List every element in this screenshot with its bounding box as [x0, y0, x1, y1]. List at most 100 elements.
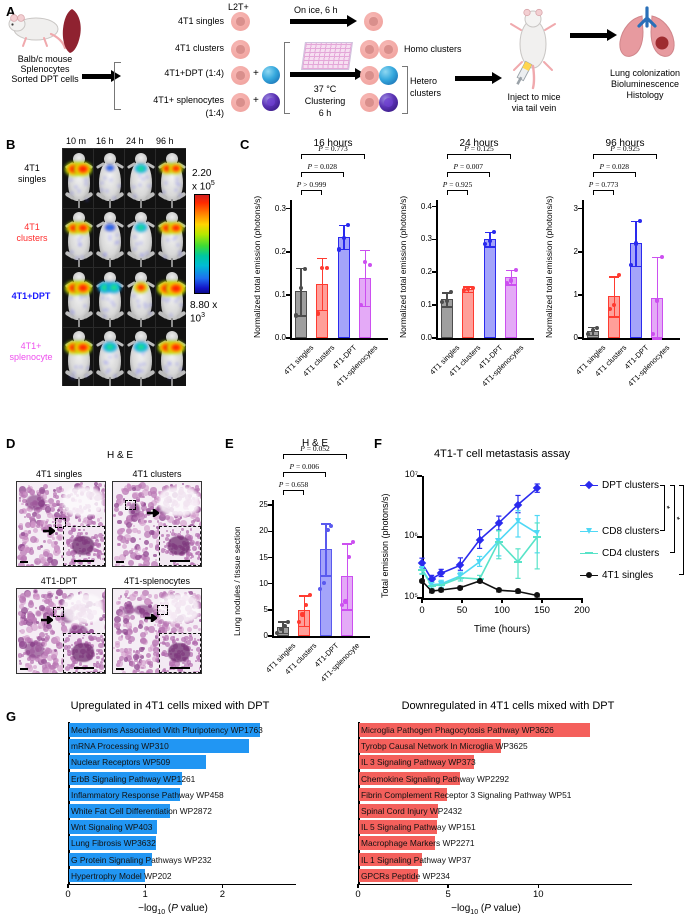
p-value-bracket — [283, 490, 305, 495]
inset-texture — [83, 635, 85, 637]
tissue-texture — [102, 614, 106, 618]
tissue-texture — [140, 638, 147, 645]
cell-output-homo-a — [360, 40, 379, 59]
tissue-texture — [128, 560, 134, 566]
data-point — [308, 593, 312, 597]
data-point — [368, 263, 372, 267]
tissue-texture — [145, 599, 151, 605]
panel-d-image-label-2: 4T1-DPT — [14, 576, 104, 586]
biolum-mouse-cell — [124, 267, 157, 329]
colorbar-min-exponent: 103 — [190, 312, 205, 325]
biolum-speckle — [177, 244, 179, 246]
data-point — [342, 236, 346, 240]
cell-splenocyte-input — [262, 93, 280, 111]
inset-texture — [200, 634, 201, 637]
data-point-marker — [496, 587, 502, 593]
error-bar-stem — [300, 268, 302, 315]
biolum-speckle — [137, 300, 139, 302]
tissue-texture — [200, 493, 202, 500]
cell-4t1-dpt-input — [231, 66, 250, 85]
tissue-texture — [146, 627, 149, 630]
tissue-texture — [182, 483, 184, 485]
tissue-texture — [144, 485, 149, 490]
pathway-label: White Fat Cell Differentiation WP2872 — [71, 805, 212, 818]
y-tick — [268, 531, 272, 533]
y-tick — [286, 251, 290, 253]
x-axis-label: Time (hours) — [402, 624, 602, 635]
scale-bar — [20, 668, 28, 670]
biolum-speckle — [138, 305, 140, 307]
hetero-label-line-1: Hetero — [410, 76, 437, 86]
tissue-texture — [148, 647, 152, 651]
inset-texture — [166, 530, 168, 532]
tissue-texture — [122, 490, 125, 493]
tissue-texture — [139, 671, 145, 674]
error-bar-stem — [614, 276, 616, 316]
panel-g-letter: G — [6, 709, 16, 724]
panel-a-condition-3: 4T1+ splenocytes — [116, 95, 224, 105]
x-tick-label: 5 — [434, 889, 462, 900]
tissue-texture — [104, 505, 106, 509]
chart-title: Upregulated in 4T1 cells mixed with DPT — [20, 700, 320, 712]
data-point-marker — [476, 559, 482, 565]
p-value-label: P = 0.925 — [599, 144, 651, 153]
data-point — [638, 219, 642, 223]
tissue-texture — [116, 623, 120, 627]
pathway-label: Nuclear Receptors WP509 — [71, 756, 170, 769]
data-point — [651, 332, 655, 336]
biolum-speckle — [139, 364, 141, 366]
l2t-label: L2T+ — [228, 2, 249, 12]
tissue-texture — [36, 621, 39, 624]
biolum-speckle — [178, 184, 180, 186]
clustering-line-3: 6 h — [292, 108, 358, 118]
inset-texture — [174, 661, 180, 667]
inset-texture — [93, 669, 98, 673]
data-point-marker — [419, 578, 425, 584]
error-bar-cap-bottom — [609, 316, 619, 318]
tissue-texture — [50, 630, 55, 635]
data-point — [300, 612, 304, 616]
panel-d-title: H & E — [30, 450, 210, 461]
biolum-glow — [169, 163, 183, 174]
biolum-mouse-cell — [62, 267, 95, 329]
tissue-texture — [122, 671, 126, 674]
y-axis-line — [436, 200, 438, 338]
pathway-label: Tyrobp Causal Network In Microglia WP362… — [361, 740, 528, 753]
y-tick — [268, 609, 272, 611]
tissue-texture — [165, 515, 170, 520]
inset-texture — [171, 532, 175, 536]
airspace — [159, 487, 199, 516]
inset-texture — [78, 529, 81, 532]
inset-texture — [200, 655, 201, 658]
inset-scale-bar — [170, 667, 190, 669]
histology-inset — [63, 526, 105, 566]
y-tick-label: 10⁵ — [392, 591, 418, 601]
y-tick-label: 0.2 — [402, 267, 432, 276]
y-tick-label: 15 — [238, 553, 268, 562]
data-point — [595, 326, 599, 330]
cell-4t1-singles-input — [231, 12, 250, 31]
error-bar-stem — [365, 250, 367, 306]
tissue-texture — [147, 669, 153, 674]
x-tick — [357, 884, 358, 888]
inset-texture — [190, 540, 192, 542]
error-bar-cap-bottom — [652, 338, 662, 340]
x-tick — [421, 598, 423, 603]
biolum-mouse-cell — [155, 267, 186, 329]
tissue-texture — [52, 537, 55, 540]
tissue-texture — [139, 555, 141, 557]
clustering-line-1: 37 °C — [292, 84, 358, 94]
biolum-glow — [134, 342, 148, 353]
injected-mouse-illustration — [505, 8, 561, 90]
inset-texture — [164, 549, 166, 551]
data-point — [320, 266, 324, 270]
pathway-label: Macrophage Markers WP2271 — [361, 837, 475, 850]
panel-d-image-label-1: 4T1 clusters — [112, 469, 202, 479]
biolum-mouse-cell — [155, 148, 186, 210]
tissue-texture — [30, 564, 35, 567]
colorbar-min-value: 8.80 x — [190, 300, 217, 312]
readout-line-3: Histology — [602, 90, 688, 100]
tissue-texture — [126, 522, 132, 528]
tissue-texture — [132, 487, 136, 491]
biolum-mouse-cell — [124, 327, 157, 387]
